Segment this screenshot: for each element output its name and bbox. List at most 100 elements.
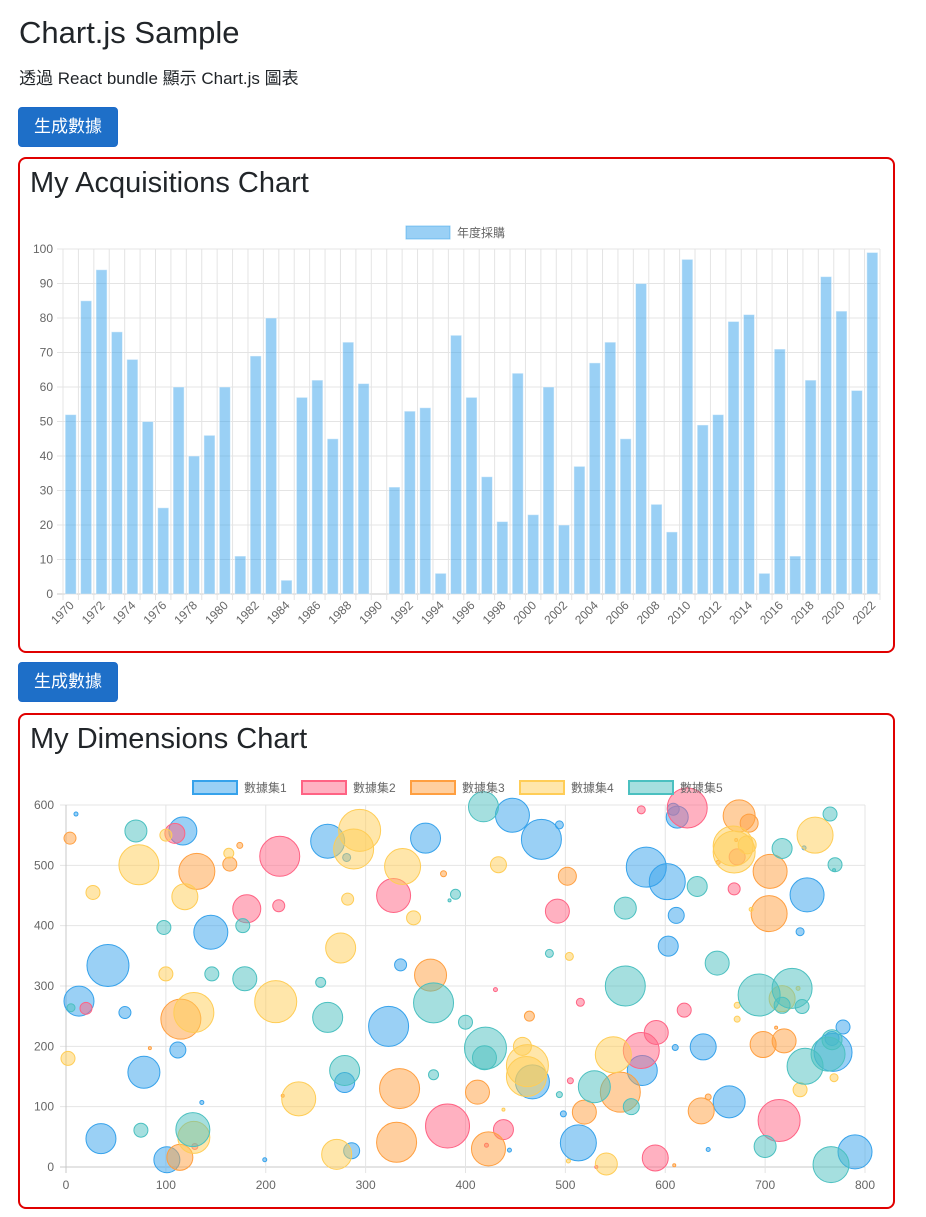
bar-1970 bbox=[64, 414, 77, 595]
bubble-point-series-2 bbox=[259, 835, 301, 877]
bubble-legend-label-3: 數據集3 bbox=[462, 780, 505, 795]
dimensions-bubble-chart[interactable]: 0 100 200 300 400 500 600 0 100 200 300 400 500 600 7… bbox=[20, 715, 893, 1207]
bubble-point-series-1 bbox=[554, 820, 564, 830]
bubble-legend-label-2: 數據集2 bbox=[353, 780, 396, 795]
bubble-point-series-5 bbox=[329, 1054, 361, 1086]
bubble-point-series-5 bbox=[771, 837, 793, 859]
bubble-point-series-4 bbox=[829, 1073, 839, 1083]
bubble-point-series-1 bbox=[559, 1124, 597, 1162]
bubble-point-series-2 bbox=[676, 1002, 692, 1018]
bar-x-tick-label: 2010 bbox=[665, 598, 694, 627]
bar-x-tick-label: 1992 bbox=[387, 598, 416, 627]
bar-x-tick-label: 1972 bbox=[79, 598, 108, 627]
bubble-point-series-4 bbox=[325, 932, 357, 964]
bubble-point-series-3 bbox=[470, 1131, 506, 1167]
dimensions-chart-card: My Dimensions Chart 0 100 200 300 400 500 600 … bbox=[18, 713, 895, 1209]
bubble-point-series-4 bbox=[159, 828, 173, 842]
bar-x-tick-label: 1986 bbox=[295, 598, 324, 627]
bubble-point-series-4 bbox=[341, 892, 355, 906]
bar-1998 bbox=[496, 521, 509, 595]
bar-y-tick-label: 10 bbox=[40, 553, 54, 567]
bar-2018 bbox=[804, 379, 817, 595]
bubble-point-series-3 bbox=[752, 853, 788, 889]
bubble-point-series-5 bbox=[175, 1112, 211, 1148]
bubble-legend-swatch-3 bbox=[410, 780, 456, 795]
bar-2008 bbox=[650, 503, 663, 595]
bar-y-tick-label: 0 bbox=[46, 587, 53, 601]
bubble-legend-swatch-2 bbox=[301, 780, 347, 795]
bubble-point-series-5 bbox=[312, 1001, 344, 1033]
bar-y-tick-label: 40 bbox=[40, 449, 54, 463]
bubble-point-series-1 bbox=[705, 1147, 711, 1153]
bar-x-tick-label: 2018 bbox=[788, 598, 817, 627]
bar-1971 bbox=[80, 300, 93, 595]
bubble-point-series-3 bbox=[687, 1097, 715, 1125]
page-subtitle: 透過 React bundle 顯示 Chart.js 圖表 bbox=[19, 69, 299, 88]
bar-1975 bbox=[141, 421, 154, 595]
bar-1972 bbox=[95, 269, 108, 595]
bar-x-tick-label: 2014 bbox=[726, 598, 755, 627]
bubble-point-series-5 bbox=[753, 1134, 777, 1158]
bar-1991 bbox=[388, 486, 401, 595]
bar-x-axis: 1970 1972 1974 1976 1978 1980 1982 1984 1986 1988… bbox=[48, 598, 879, 627]
bar-legend: 年度採購 bbox=[405, 225, 505, 240]
bubble-point-series-3 bbox=[771, 1028, 797, 1054]
bubble-point-series-5 bbox=[447, 898, 452, 903]
generate-data-button-2[interactable]: 生成數據 bbox=[18, 662, 118, 702]
bar-y-tick-label: 70 bbox=[40, 346, 54, 360]
bubble-point-series-4 bbox=[158, 966, 174, 982]
bar-2001 bbox=[542, 386, 555, 595]
bubble-point-series-4 bbox=[173, 992, 215, 1034]
bubble-point-series-1 bbox=[394, 958, 408, 972]
bar-x-tick-label: 1998 bbox=[480, 598, 509, 627]
bubble-point-series-2 bbox=[492, 987, 498, 993]
bubble-point-series-3 bbox=[376, 1121, 418, 1163]
bubble-point-series-4 bbox=[333, 828, 375, 870]
bubble-point-series-1 bbox=[86, 943, 130, 987]
bubble-legend-label-4: 數據集4 bbox=[571, 780, 614, 795]
bubble-legend-swatch-1 bbox=[192, 780, 238, 795]
bar-2010 bbox=[681, 258, 694, 595]
bar-1976 bbox=[157, 507, 170, 595]
bar-2002 bbox=[557, 524, 571, 595]
bar-series bbox=[64, 251, 879, 595]
bar-1992 bbox=[403, 410, 416, 595]
bubble-point-series-2 bbox=[641, 1144, 669, 1172]
bubble-point-series-4 bbox=[796, 816, 834, 854]
bubble-y-tick-label: 500 bbox=[34, 858, 54, 872]
bar-x-tick-label: 1970 bbox=[48, 598, 77, 627]
bar-1993 bbox=[419, 407, 432, 595]
acquisitions-chart-title: My Acquisitions Chart bbox=[30, 167, 309, 199]
bubble-point-series-3 bbox=[236, 841, 244, 849]
bubble-point-series-5 bbox=[604, 965, 646, 1007]
bar-x-tick-label: 2022 bbox=[850, 598, 879, 627]
bar-1986 bbox=[311, 379, 324, 595]
bubble-point-series-4 bbox=[60, 1050, 76, 1066]
bar-1995 bbox=[450, 334, 463, 595]
bubble-point-series-5 bbox=[773, 996, 791, 1014]
bar-2021 bbox=[850, 389, 863, 595]
bar-2005 bbox=[604, 341, 617, 595]
bubble-point-series-2 bbox=[757, 1099, 801, 1143]
bubble-point-series-5 bbox=[450, 888, 462, 900]
bubble-point-series-5 bbox=[235, 918, 251, 934]
bubble-point-series-1 bbox=[712, 1085, 746, 1119]
bubble-point-series-5 bbox=[204, 966, 220, 982]
bubble-point-series-1 bbox=[199, 1099, 205, 1105]
bar-1997 bbox=[480, 476, 493, 595]
bubble-x-tick-label: 800 bbox=[855, 1178, 875, 1192]
bar-1983 bbox=[265, 317, 278, 595]
generate-data-button-1[interactable]: 生成數據 bbox=[18, 107, 118, 147]
bar-y-tick-label: 20 bbox=[40, 518, 54, 532]
bubble-point-series-2 bbox=[727, 882, 741, 896]
bubble-point-series-1 bbox=[667, 906, 685, 924]
bubble-point-series-3 bbox=[222, 856, 238, 872]
bubble-point-series-4 bbox=[564, 951, 574, 961]
bar-y-tick-label: 100 bbox=[33, 242, 53, 256]
bubble-legend-label-5: 數據集5 bbox=[680, 780, 723, 795]
bubble-point-series-1 bbox=[494, 797, 530, 833]
bar-2009 bbox=[665, 531, 678, 595]
bubble-point-series-1 bbox=[506, 1147, 512, 1153]
bubble-point-series-4 bbox=[223, 847, 235, 859]
